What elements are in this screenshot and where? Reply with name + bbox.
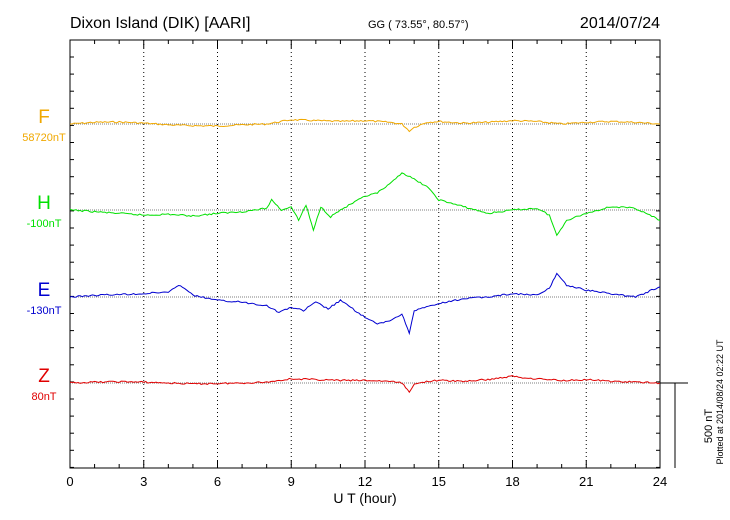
series-labels: F 58720nT H -100nT E -130nT Z 80nT [22,107,66,403]
plot-date: 2014/07/24 [580,15,660,32]
series-baseline-F: 58720nT [22,132,66,144]
series-line-E [69,272,661,336]
x-tick-labels: 0 3 6 9 12 15 18 21 24 [66,474,667,489]
x-tick-label-21: 21 [579,474,593,489]
series-name-E: E [38,280,51,301]
plotted-at-note: Plotted at 2014/08/24 02:22 UT [715,339,725,465]
scale-bar: 500 nT [660,382,715,468]
series-lines [69,118,661,394]
series-line-H [69,172,661,237]
x-tick-label-15: 15 [432,474,446,489]
x-tick-label-24: 24 [653,474,667,489]
series-baseline-H: -100nT [27,218,62,230]
series-line-Z [69,375,661,394]
series-line-F [70,118,661,133]
x-axis-label: U T (hour) [333,490,396,506]
x-tick-label-18: 18 [505,474,519,489]
scale-bar-label: 500 nT [703,409,715,444]
x-tick-label-3: 3 [140,474,147,489]
station-title: Dixon Island (DIK) [AARI] [70,15,251,32]
grid-lines [143,40,587,468]
station-coordinates: GG ( 73.55°, 80.57°) [368,19,469,31]
series-baseline-E: -130nT [27,305,62,317]
x-tick-label-6: 6 [214,474,221,489]
x-tick-label-12: 12 [358,474,372,489]
series-name-H: H [37,193,51,214]
series-baseline-Z: 80nT [31,391,56,403]
axis-ticks [69,40,661,468]
x-tick-label-9: 9 [288,474,295,489]
x-tick-label-0: 0 [66,474,73,489]
series-name-F: F [38,107,50,128]
series-name-Z: Z [38,366,50,387]
